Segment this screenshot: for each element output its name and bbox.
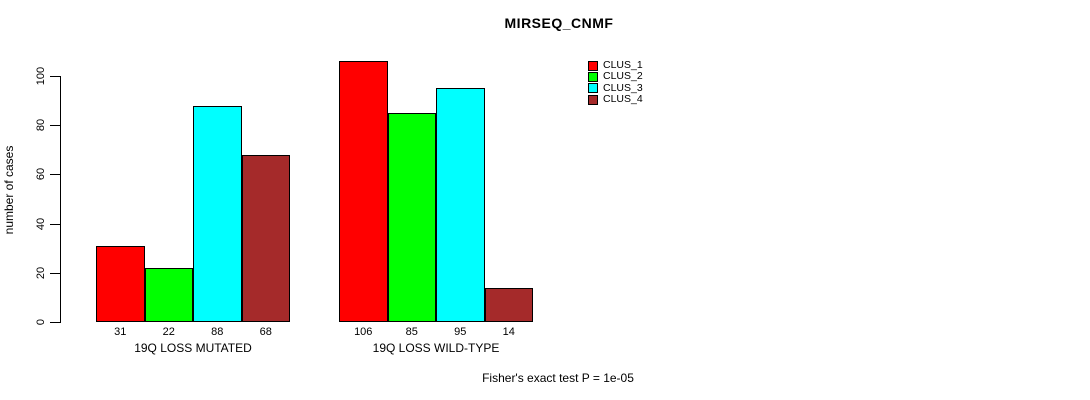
chart-title: MIRSEQ_CNMF — [504, 15, 614, 31]
y-tick-mark — [50, 125, 60, 126]
bar-clus_4 — [484, 287, 533, 322]
bar-value-label: 106 — [354, 326, 373, 338]
bar-clus_1 — [339, 61, 388, 322]
bar-value-label: 22 — [162, 326, 175, 338]
x-group-label: 19Q LOSS WILD-TYPE — [372, 341, 500, 355]
bar-clus_3 — [436, 88, 485, 322]
legend-swatch-clus_3 — [588, 83, 598, 94]
y-tick-label: 60 — [35, 167, 47, 181]
bar-clus_1 — [96, 245, 145, 322]
legend-item: CLUS_2 — [588, 71, 643, 82]
bar-clus_2 — [144, 267, 193, 322]
bar-clus_2 — [387, 112, 436, 322]
bar-value-label: 88 — [211, 326, 224, 338]
legend-label: CLUS_3 — [603, 81, 643, 94]
y-axis-line — [60, 76, 61, 323]
legend-item: CLUS_3 — [588, 81, 643, 94]
legend-swatch-clus_2 — [588, 71, 598, 82]
bar-value-label: 68 — [259, 326, 272, 338]
y-tick-mark — [50, 273, 60, 274]
y-tick-label: 40 — [35, 217, 47, 231]
bar-clus_4 — [241, 154, 290, 322]
bar-clus_3 — [193, 105, 242, 322]
y-tick-mark — [50, 322, 60, 323]
y-tick-label: 80 — [35, 118, 47, 132]
legend-swatch-clus_1 — [588, 60, 598, 71]
y-tick-mark — [50, 224, 60, 225]
bar-value-label: 85 — [405, 326, 418, 338]
y-tick-mark — [50, 174, 60, 175]
legend: CLUS_1 CLUS_2 CLUS_3 CLUS_4 — [588, 60, 643, 105]
legend-item: CLUS_4 — [588, 94, 643, 105]
legend-label: CLUS_1 — [603, 59, 643, 72]
y-tick-label: 100 — [35, 66, 47, 86]
bar-value-label: 14 — [502, 326, 515, 338]
annotation-fishers-test: Fisher's exact test P = 1e-05 — [482, 371, 634, 385]
y-tick-label: 0 — [35, 318, 47, 326]
legend-item: CLUS_1 — [588, 60, 643, 71]
bar-value-label: 95 — [454, 326, 467, 338]
y-tick-mark — [50, 76, 60, 77]
bar-value-label: 31 — [114, 326, 127, 338]
legend-label: CLUS_4 — [603, 93, 643, 106]
x-group-label: 19Q LOSS MUTATED — [134, 341, 252, 355]
y-tick-label: 20 — [35, 266, 47, 280]
legend-swatch-clus_4 — [588, 94, 598, 105]
legend-label: CLUS_2 — [603, 70, 643, 83]
